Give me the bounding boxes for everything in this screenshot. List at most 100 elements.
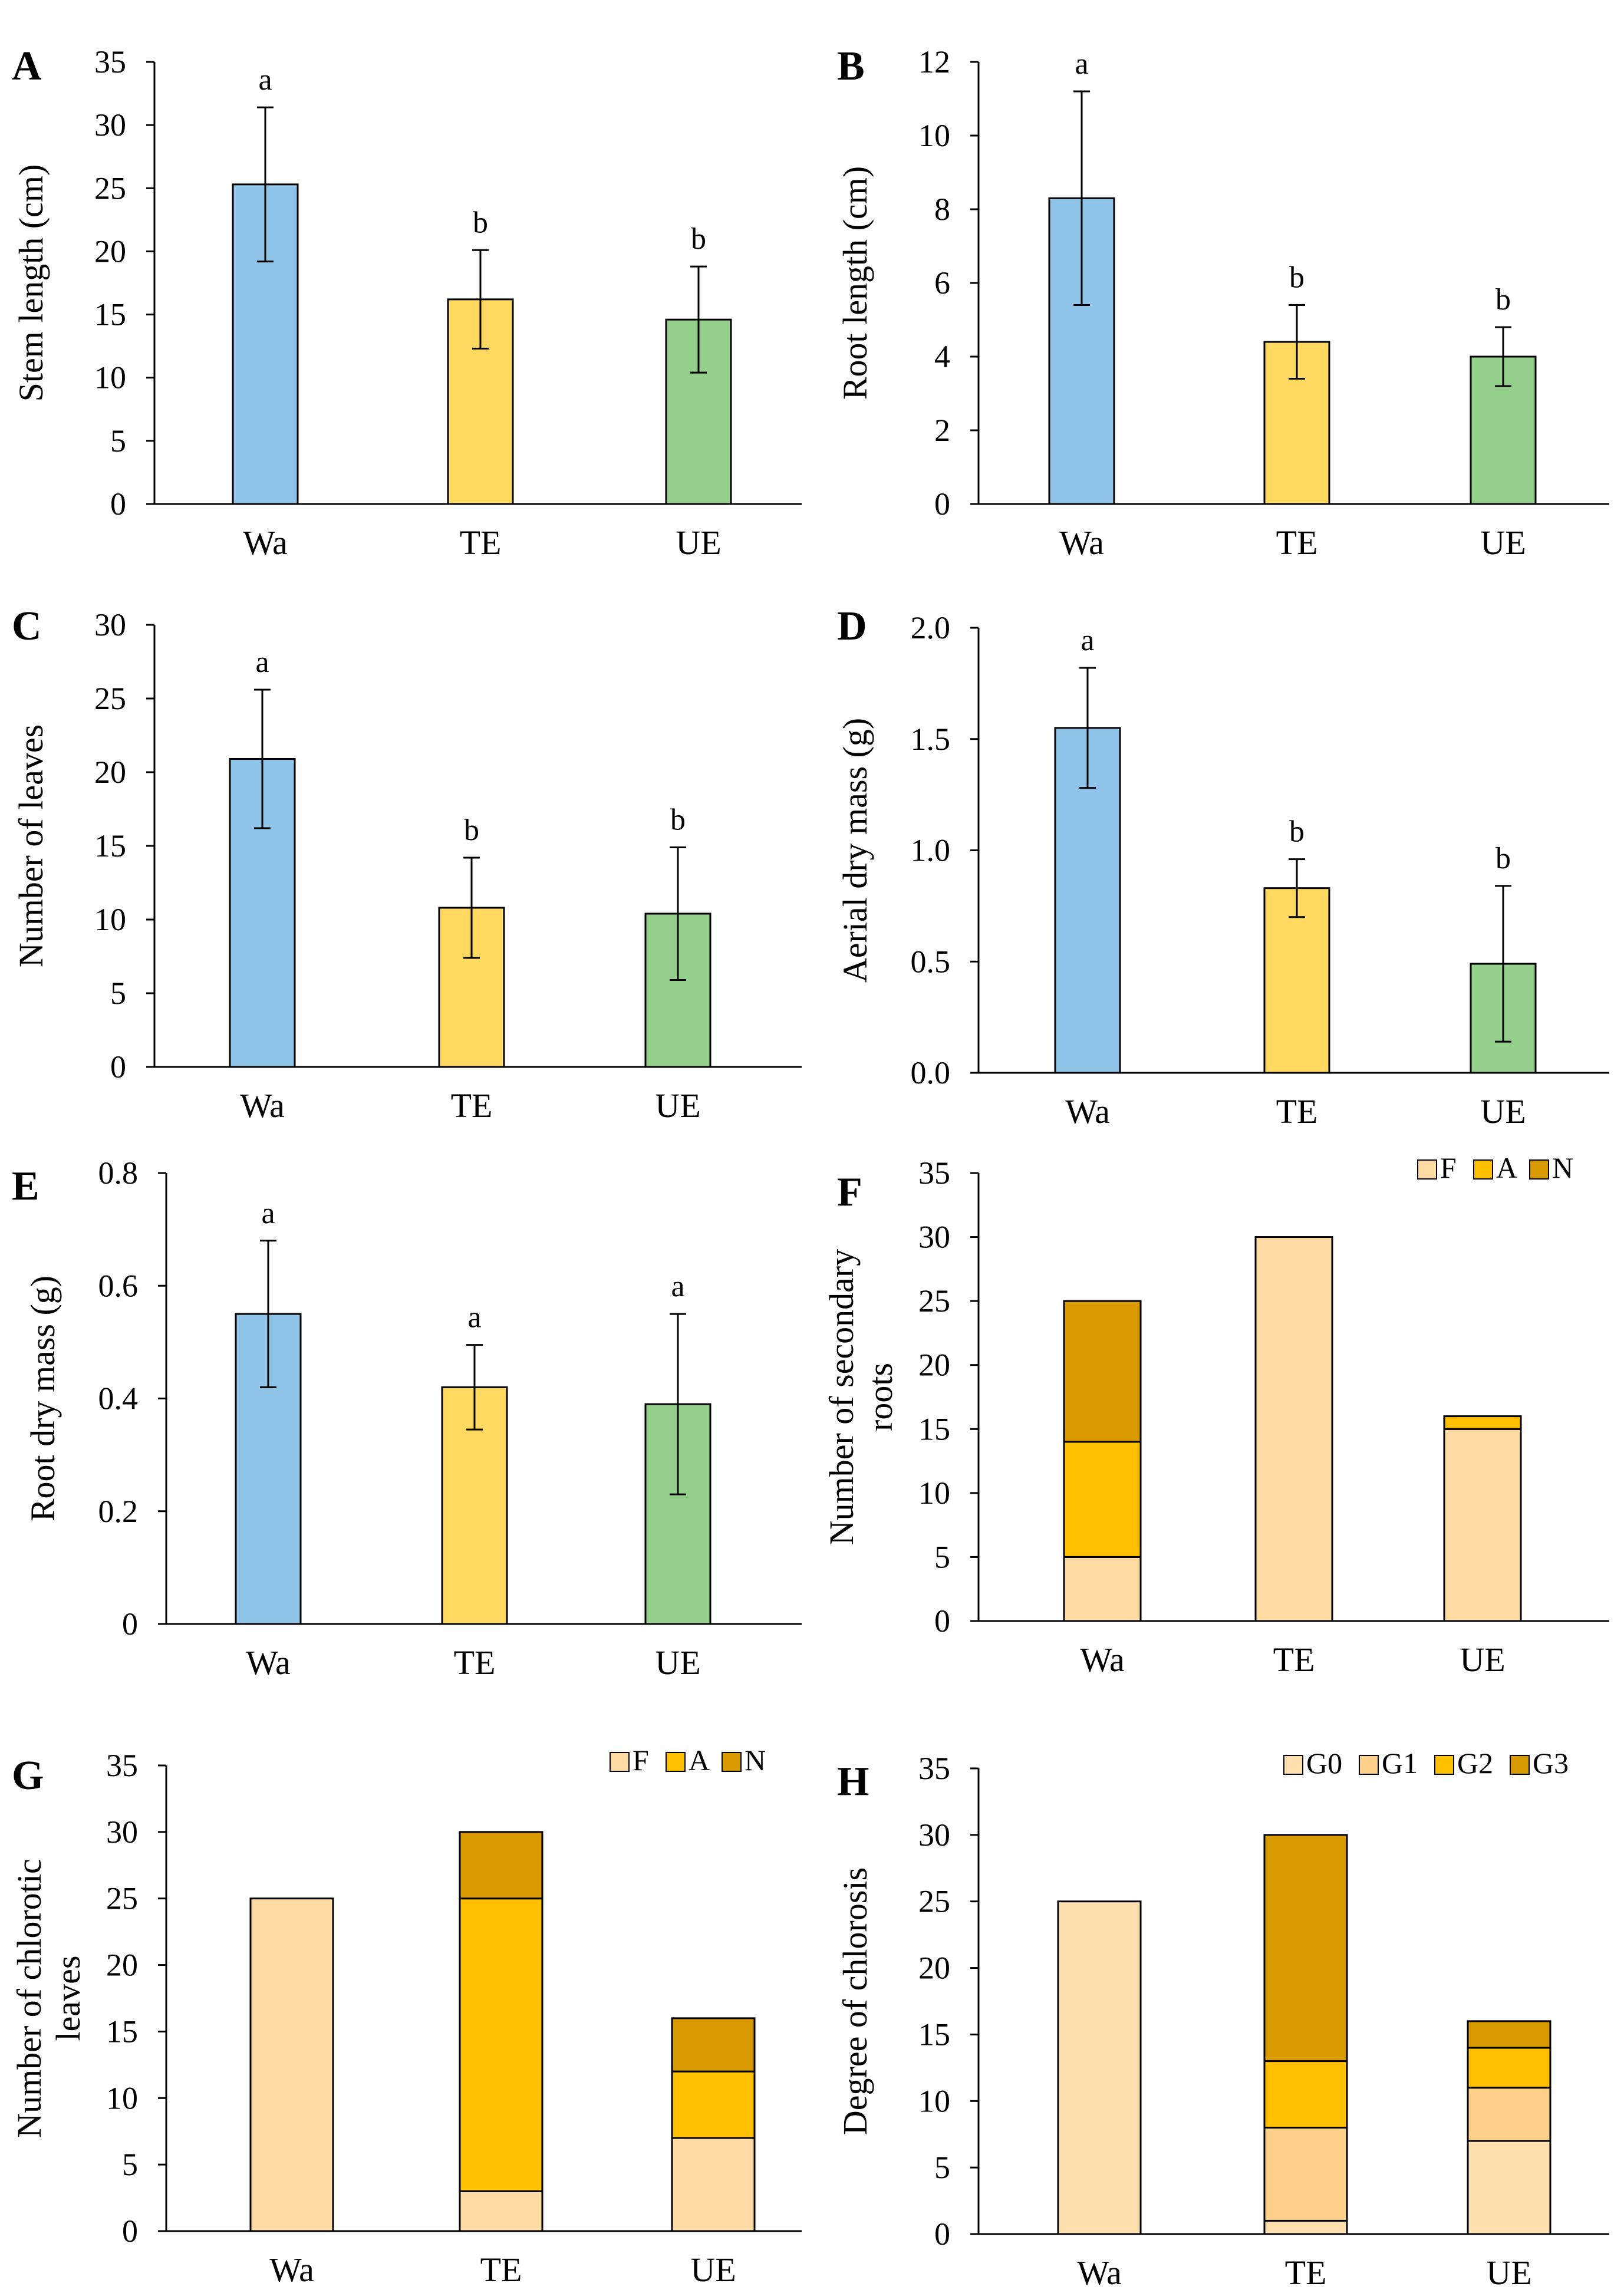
- x-category-label: TE: [460, 523, 502, 562]
- y-axis-label: Root length (cm): [836, 166, 874, 400]
- stack-segment-n: [459, 1831, 543, 1900]
- y-tick-label: 25: [94, 681, 126, 716]
- y-tick-label: 35: [94, 44, 126, 80]
- stack-segment-n: [1063, 1300, 1142, 1443]
- y-tick-label: 15: [918, 2017, 950, 2052]
- panel-e: E 0 0.2 0.4 0.6 0.8 Root dry mass (g) Wa TE UE a a…: [12, 1155, 802, 1682]
- y-axis-label: Number of chlorotic: [10, 1859, 48, 2138]
- x-category-label: TE: [1276, 1092, 1318, 1131]
- legend-swatch-g3: [1510, 1755, 1530, 1775]
- y-tick-label: 30: [94, 607, 126, 643]
- x-category-label: UE: [655, 1643, 700, 1682]
- x-category-label: UE: [1486, 2254, 1531, 2292]
- y-tick-label: 12: [918, 44, 950, 80]
- stack-segment-g2: [1263, 2060, 1348, 2129]
- significance-letter: a: [261, 1197, 275, 1230]
- y-tick-label: 20: [918, 1348, 950, 1383]
- y-axis-label: Number of secondary: [822, 1249, 861, 1546]
- panel-label-d: D: [837, 604, 867, 649]
- stack-segment-f: [249, 1897, 334, 2232]
- x-category-label: Wa: [246, 1643, 291, 1682]
- stack-segment-g3: [1467, 2020, 1551, 2049]
- stack-segment-g0: [1057, 1900, 1142, 2235]
- y-tick-label: 2.0: [911, 610, 951, 645]
- panel-a: A 0 5 10 15 20 25 30 35 Stem length (cm) Wa TE UE a b…: [12, 44, 802, 562]
- y-tick-label: 30: [918, 1220, 950, 1255]
- y-tick-label: 10: [106, 2080, 138, 2116]
- x-category-label: UE: [1480, 1092, 1526, 1131]
- y-tick-label: 35: [918, 1155, 950, 1191]
- y-tick-label: 25: [918, 1283, 950, 1319]
- x-category-label: TE: [454, 1643, 496, 1682]
- y-tick-label: 0.6: [98, 1268, 139, 1303]
- significance-letter: a: [255, 645, 269, 679]
- significance-letter: b: [1495, 283, 1511, 317]
- y-tick-label: 8: [934, 192, 950, 227]
- legend-swatch-g1: [1359, 1755, 1379, 1775]
- stack-segment-g0: [1467, 2140, 1551, 2235]
- y-tick-label: 15: [94, 828, 126, 864]
- legend-swatch-f: [610, 1752, 630, 1772]
- y-tick-label: 20: [94, 755, 126, 790]
- panel-label-a: A: [12, 44, 42, 89]
- stack-segment-a: [459, 1897, 543, 2192]
- panel-g: G 0 5 10 15 20 25 30 35 Number of chlorotic leave…: [10, 1744, 802, 2289]
- y-axis-label: Root dry mass (g): [24, 1276, 62, 1521]
- y-tick-label: 6: [934, 265, 950, 301]
- x-category-label: Wa: [1077, 2254, 1122, 2292]
- legend-label: G1: [1382, 1747, 1418, 1780]
- significance-letter: a: [1075, 47, 1088, 81]
- x-category-label: UE: [1480, 523, 1526, 562]
- x-category-label: Wa: [1059, 523, 1104, 562]
- panel-label-g: G: [12, 1753, 44, 1798]
- x-category-label: UE: [690, 2251, 736, 2289]
- panel-b: B 0 2 4 6 8 10 12 Root length (cm) Wa TE UE a b b: [836, 44, 1609, 562]
- y-tick-label: 10: [94, 360, 126, 396]
- y-tick-label: 20: [94, 233, 126, 269]
- legend-label: N: [745, 1744, 766, 1777]
- x-category-label: TE: [1273, 1640, 1315, 1679]
- y-tick-label: 5: [934, 2150, 950, 2185]
- y-tick-label: 0: [122, 2213, 138, 2249]
- y-tick-label: 30: [918, 1817, 950, 1853]
- y-tick-label: 30: [106, 1814, 138, 1850]
- y-tick-label: 15: [918, 1411, 950, 1447]
- legend-label: G0: [1306, 1747, 1342, 1780]
- stack-segment-a: [671, 2070, 756, 2139]
- y-tick-label: 1.0: [911, 833, 951, 868]
- y-tick-label: 5: [110, 976, 126, 1011]
- bar-wa: [232, 183, 299, 505]
- y-tick-label: 20: [106, 1948, 138, 1983]
- x-category-label: TE: [480, 2251, 522, 2289]
- y-tick-label: 2: [934, 413, 950, 448]
- y-tick-label: 35: [106, 1748, 138, 1783]
- y-tick-label: 10: [918, 1475, 950, 1511]
- y-tick-label: 20: [918, 1951, 950, 1986]
- x-category-label: UE: [655, 1086, 700, 1125]
- legend-swatch-f: [1417, 1159, 1437, 1180]
- x-category-label: Wa: [240, 1086, 285, 1125]
- y-tick-label: 15: [106, 2014, 138, 2049]
- y-axis-label: Degree of chlorosis: [836, 1867, 874, 2135]
- y-tick-label: 35: [918, 1751, 950, 1786]
- x-category-label: TE: [451, 1086, 493, 1125]
- legend-swatch-a: [666, 1752, 686, 1772]
- y-tick-label: 25: [106, 1881, 138, 1916]
- y-tick-label: 30: [94, 107, 126, 143]
- y-tick-label: 0: [110, 486, 126, 522]
- panel-d: D 0.0 0.5 1.0 1.5 2.0 Aerial dry mass (g) Wa TE…: [836, 604, 1609, 1131]
- x-category-label: Wa: [1080, 1640, 1125, 1679]
- y-tick-label: 10: [918, 118, 950, 153]
- panel-label-b: B: [837, 44, 865, 89]
- y-tick-label: 0.4: [98, 1381, 139, 1416]
- y-tick-label: 25: [94, 170, 126, 206]
- stack-segment-f: [671, 2137, 756, 2232]
- x-category-label: TE: [1276, 523, 1318, 562]
- y-tick-label: 0.2: [98, 1494, 139, 1529]
- y-tick-label: 10: [94, 902, 126, 937]
- chart-b: 0 2 4 6 8 10 12 Root length (cm) Wa TE UE a b b: [836, 44, 1609, 562]
- legend-swatch-g0: [1283, 1755, 1303, 1775]
- y-tick-label: 0: [110, 1049, 126, 1085]
- legend-label: A: [1496, 1151, 1517, 1184]
- y-tick-label: 0.8: [98, 1155, 139, 1191]
